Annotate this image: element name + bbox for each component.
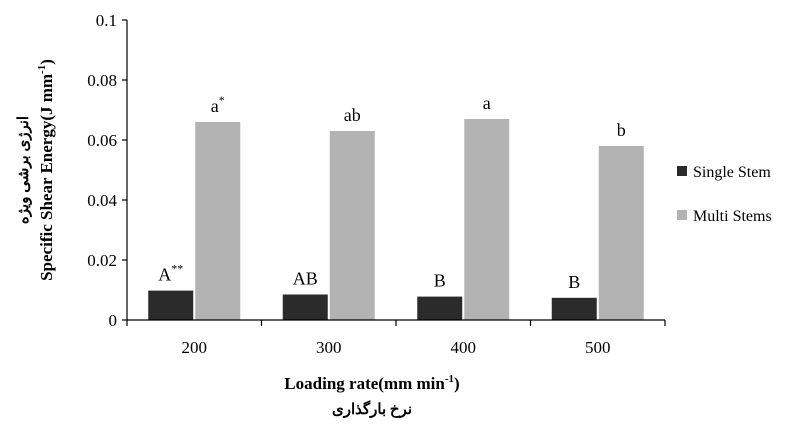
bar-multi-stems [329, 131, 375, 320]
y-tick-label: 0.04 [87, 191, 117, 210]
bar-significance-label: A** [158, 262, 183, 285]
y-axis-title: Specific Shear Energy(J mm-1) [36, 59, 56, 281]
x-tick-label: 200 [182, 338, 208, 357]
x-tick-label: 400 [451, 338, 477, 357]
bar-significance-label: B [434, 271, 446, 291]
y-axis-ticks: 0 0.02 0.04 0.06 0.08 0.1 [87, 11, 127, 330]
y-tick-label: 0.08 [87, 71, 117, 90]
bar-significance-label: ab [344, 105, 361, 125]
x-axis-ticks: 200 300 400 500 [126, 320, 666, 357]
y-tick-label: 0.02 [87, 251, 117, 270]
y-tick-label: 0 [109, 311, 118, 330]
bars [148, 119, 644, 320]
y-tick-label: 0.1 [96, 11, 117, 30]
bar-single-stem [282, 294, 328, 320]
y-axis-title-persian: انرژی برشی ویژه [16, 116, 32, 224]
legend-swatch [677, 210, 687, 220]
legend-label: Multi Stems [693, 208, 772, 225]
bar-significance-label: b [617, 120, 626, 140]
bar-labels: A** a* AB ab Ba Bb [158, 93, 626, 292]
bar-significance-label: a* [211, 93, 225, 116]
x-tick-label: 500 [585, 338, 611, 357]
x-axis-title-persian: نرخ بارگذاری [332, 400, 412, 418]
bar-multi-stems [195, 122, 241, 320]
bar-significance-label: a [483, 93, 491, 113]
x-axis-title: Loading rate(mm min-1) [284, 373, 459, 393]
bar-multi-stems [464, 119, 510, 320]
legend: Single Stem Multi Stems [677, 164, 772, 225]
bar-significance-label: B [568, 272, 580, 292]
bar-single-stem [417, 296, 463, 320]
x-tick-label: 300 [316, 338, 342, 357]
legend-label: Single Stem [693, 164, 771, 181]
legend-swatch [677, 166, 687, 176]
bar-significance-label: AB [293, 269, 318, 289]
bar-single-stem [148, 290, 194, 320]
y-tick-label: 0.06 [87, 131, 117, 150]
bar-single-stem [551, 297, 597, 320]
bar-multi-stems [598, 146, 644, 320]
